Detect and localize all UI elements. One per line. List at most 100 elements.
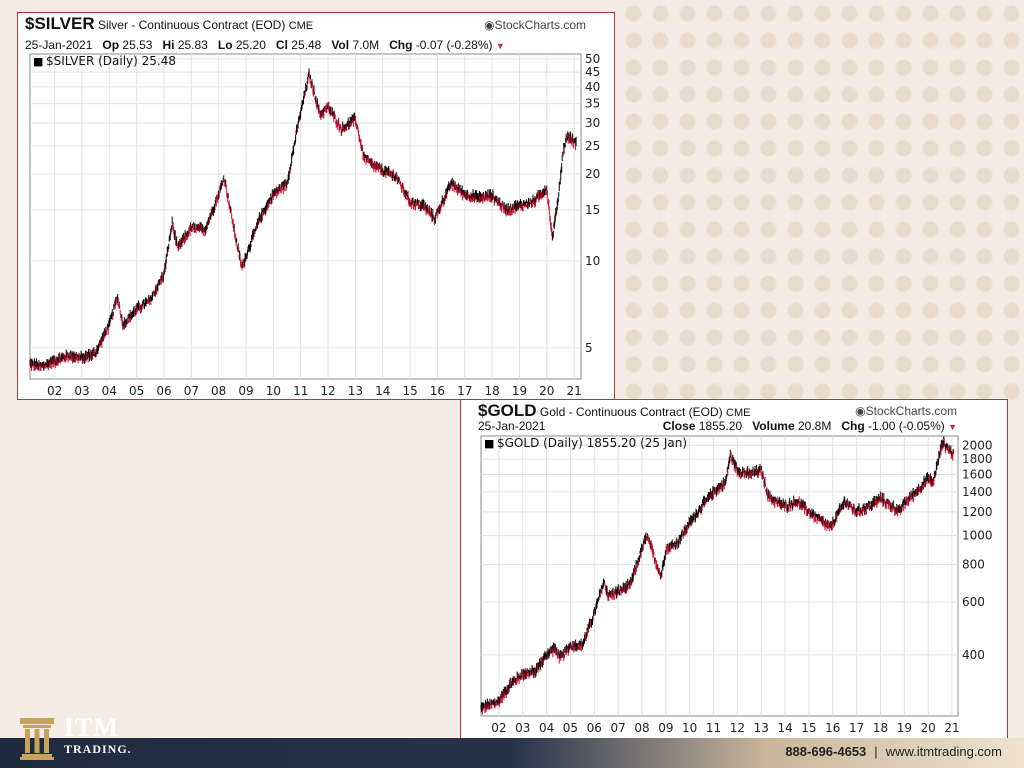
silver-x-tick-label: 16 <box>430 384 445 398</box>
gold-x-tick-label: 21 <box>944 721 959 735</box>
silver-source-label: StockCharts.com <box>494 18 586 32</box>
gold-chg: -1.00 (-0.05%) <box>868 419 945 433</box>
gold-legend-icon: ■ <box>484 437 494 450</box>
gold-x-tick-label: 04 <box>539 721 554 735</box>
silver-x-tick-label: 17 <box>457 384 472 398</box>
gold-y-tick-label: 1000 <box>962 529 993 543</box>
gold-chart-panel: $GOLD Gold - Continuous Contract (EOD) C… <box>460 399 1008 739</box>
gold-title-row: $GOLD Gold - Continuous Contract (EOD) C… <box>478 401 750 421</box>
gold-y-tick-label: 1200 <box>962 505 993 519</box>
silver-y-tick-label: 40 <box>585 80 600 94</box>
silver-y-tick-label: 30 <box>585 116 600 130</box>
silver-hi: 25.83 <box>177 38 208 52</box>
silver-x-tick-label: 12 <box>320 384 335 398</box>
gold-x-tick-label: 10 <box>682 721 697 735</box>
gold-x-tick-label: 02 <box>491 721 506 735</box>
gold-legend-text: $GOLD (Daily) 1855.20 (25 Jan) <box>497 436 687 450</box>
silver-legend: ■ $SILVER (Daily) 25.48 <box>32 54 176 68</box>
silver-lo-label: Lo <box>217 38 233 52</box>
gold-x-tick-label: 07 <box>610 721 625 735</box>
silver-legend-swatch <box>32 55 46 65</box>
gold-source[interactable]: ◉StockCharts.com <box>855 404 957 418</box>
gold-exchange: CME <box>726 407 751 419</box>
gold-volume: 20.8M <box>797 419 832 433</box>
gold-x-tick-label: 03 <box>515 721 530 735</box>
silver-chart-svg: 02 03 04 05 06 07 08 09 10 11 12 13 14 15 16 17 18 19 20 21… <box>29 52 600 398</box>
gold-source-label: StockCharts.com <box>865 404 957 418</box>
silver-cl: 25.48 <box>291 38 322 52</box>
gold-x-tick-label: 14 <box>777 721 792 735</box>
gold-x-tick-label: 08 <box>634 721 649 735</box>
silver-title-row: $SILVER Silver - Continuous Contract (EO… <box>25 14 313 34</box>
silver-x-tick-label: 13 <box>348 384 363 398</box>
footer-separator: | <box>874 744 878 759</box>
gold-description: Gold - Continuous Contract (EOD) <box>539 405 723 419</box>
down-triangle-icon: ▼ <box>948 422 957 432</box>
silver-x-tick-label: 02 <box>47 384 62 398</box>
down-triangle-icon: ▼ <box>495 41 505 51</box>
silver-y-tick-label: 20 <box>585 167 600 181</box>
silver-legend-text: $SILVER (Daily) 25.48 <box>46 54 176 68</box>
silver-op: 25.53 <box>122 38 153 52</box>
column-logo-icon <box>20 718 54 760</box>
gold-x-tick-label: 18 <box>873 721 888 735</box>
silver-x-tick-label: 09 <box>238 384 253 398</box>
gold-x-tick-label: 16 <box>825 721 840 735</box>
gold-x-tick-label: 20 <box>921 721 936 735</box>
silver-quote-row: 25-Jan-2021 Op 25.53 Hi 25.83 Lo 25.20 C… <box>25 38 505 52</box>
gold-x-tick-label: 15 <box>801 721 816 735</box>
silver-x-tick-label: 03 <box>74 384 89 398</box>
logo-text: ITM TRADING. <box>64 713 132 757</box>
gold-symbol: $GOLD <box>478 401 537 420</box>
gold-close-label: Close <box>662 419 696 433</box>
silver-plot-frame <box>29 53 582 380</box>
gold-chg-label: Chg <box>841 419 865 433</box>
gold-quote-row: Close 1855.20 Volume 20.8M Chg -1.00 (-0… <box>663 419 957 433</box>
gold-x-tick-label: 12 <box>730 721 745 735</box>
silver-price-bars <box>29 68 577 372</box>
silver-chg: -0.07 (-0.28%) <box>415 38 493 52</box>
gold-chart-svg: 02 03 04 05 06 07 08 09 10 11 12 13 14 15 16 17 18 19 20 21… <box>480 435 993 735</box>
silver-y-tick-label: 15 <box>585 203 600 217</box>
silver-x-tick-label: 20 <box>539 384 554 398</box>
stockcharts-logo-icon: ◉ <box>855 404 866 418</box>
silver-cl-label: Cl <box>275 38 288 52</box>
silver-y-tick-label: 35 <box>585 97 600 111</box>
gold-x-tick-label: 09 <box>658 721 673 735</box>
itm-trading-logo[interactable]: ITM TRADING. <box>20 714 160 764</box>
logo-itm: ITM <box>64 713 119 742</box>
silver-lo: 25.20 <box>235 38 266 52</box>
silver-exchange: CME <box>288 20 314 32</box>
background-pattern <box>620 0 1024 400</box>
silver-source[interactable]: ◉StockCharts.com <box>484 18 586 32</box>
logo-trading: TRADING. <box>64 742 132 756</box>
gold-x-tick-label: 19 <box>897 721 912 735</box>
gold-y-tick-label: 1800 <box>962 452 993 466</box>
phone-number[interactable]: 888-696-4653 <box>785 744 867 759</box>
silver-x-tick-label: 07 <box>184 384 199 398</box>
silver-y-tick-label: 45 <box>585 65 600 79</box>
gold-y-tick-label: 1400 <box>962 485 993 499</box>
website-link[interactable]: www.itmtrading.com <box>885 744 1002 759</box>
gold-close: 1855.20 <box>698 419 743 433</box>
silver-symbol: $SILVER <box>25 14 95 33</box>
gold-x-tick-label: 11 <box>706 721 721 735</box>
silver-y-tick-label: 10 <box>585 254 600 268</box>
gold-y-tick-label: 2000 <box>962 438 993 452</box>
silver-hi-label: Hi <box>162 38 175 52</box>
footer-bar <box>0 738 1024 768</box>
silver-y-tick-label: 25 <box>585 139 600 153</box>
gold-plot-frame <box>480 435 959 717</box>
gold-volume-label: Volume <box>752 419 795 433</box>
gold-legend-swatch <box>483 437 497 447</box>
gold-y-tick-label: 800 <box>962 558 985 572</box>
silver-description: Silver - Continuous Contract (EOD) <box>97 18 286 32</box>
silver-x-tick-label: 11 <box>293 384 308 398</box>
silver-y-tick-label: 5 <box>585 341 593 355</box>
silver-chart-panel: $SILVER Silver - Continuous Contract (EO… <box>17 12 615 400</box>
silver-x-tick-label: 14 <box>375 384 390 398</box>
silver-op-label: Op <box>102 38 120 52</box>
silver-x-tick-label: 10 <box>266 384 281 398</box>
silver-vol: 7.0M <box>352 38 380 52</box>
silver-x-tick-label: 21 <box>567 384 582 398</box>
